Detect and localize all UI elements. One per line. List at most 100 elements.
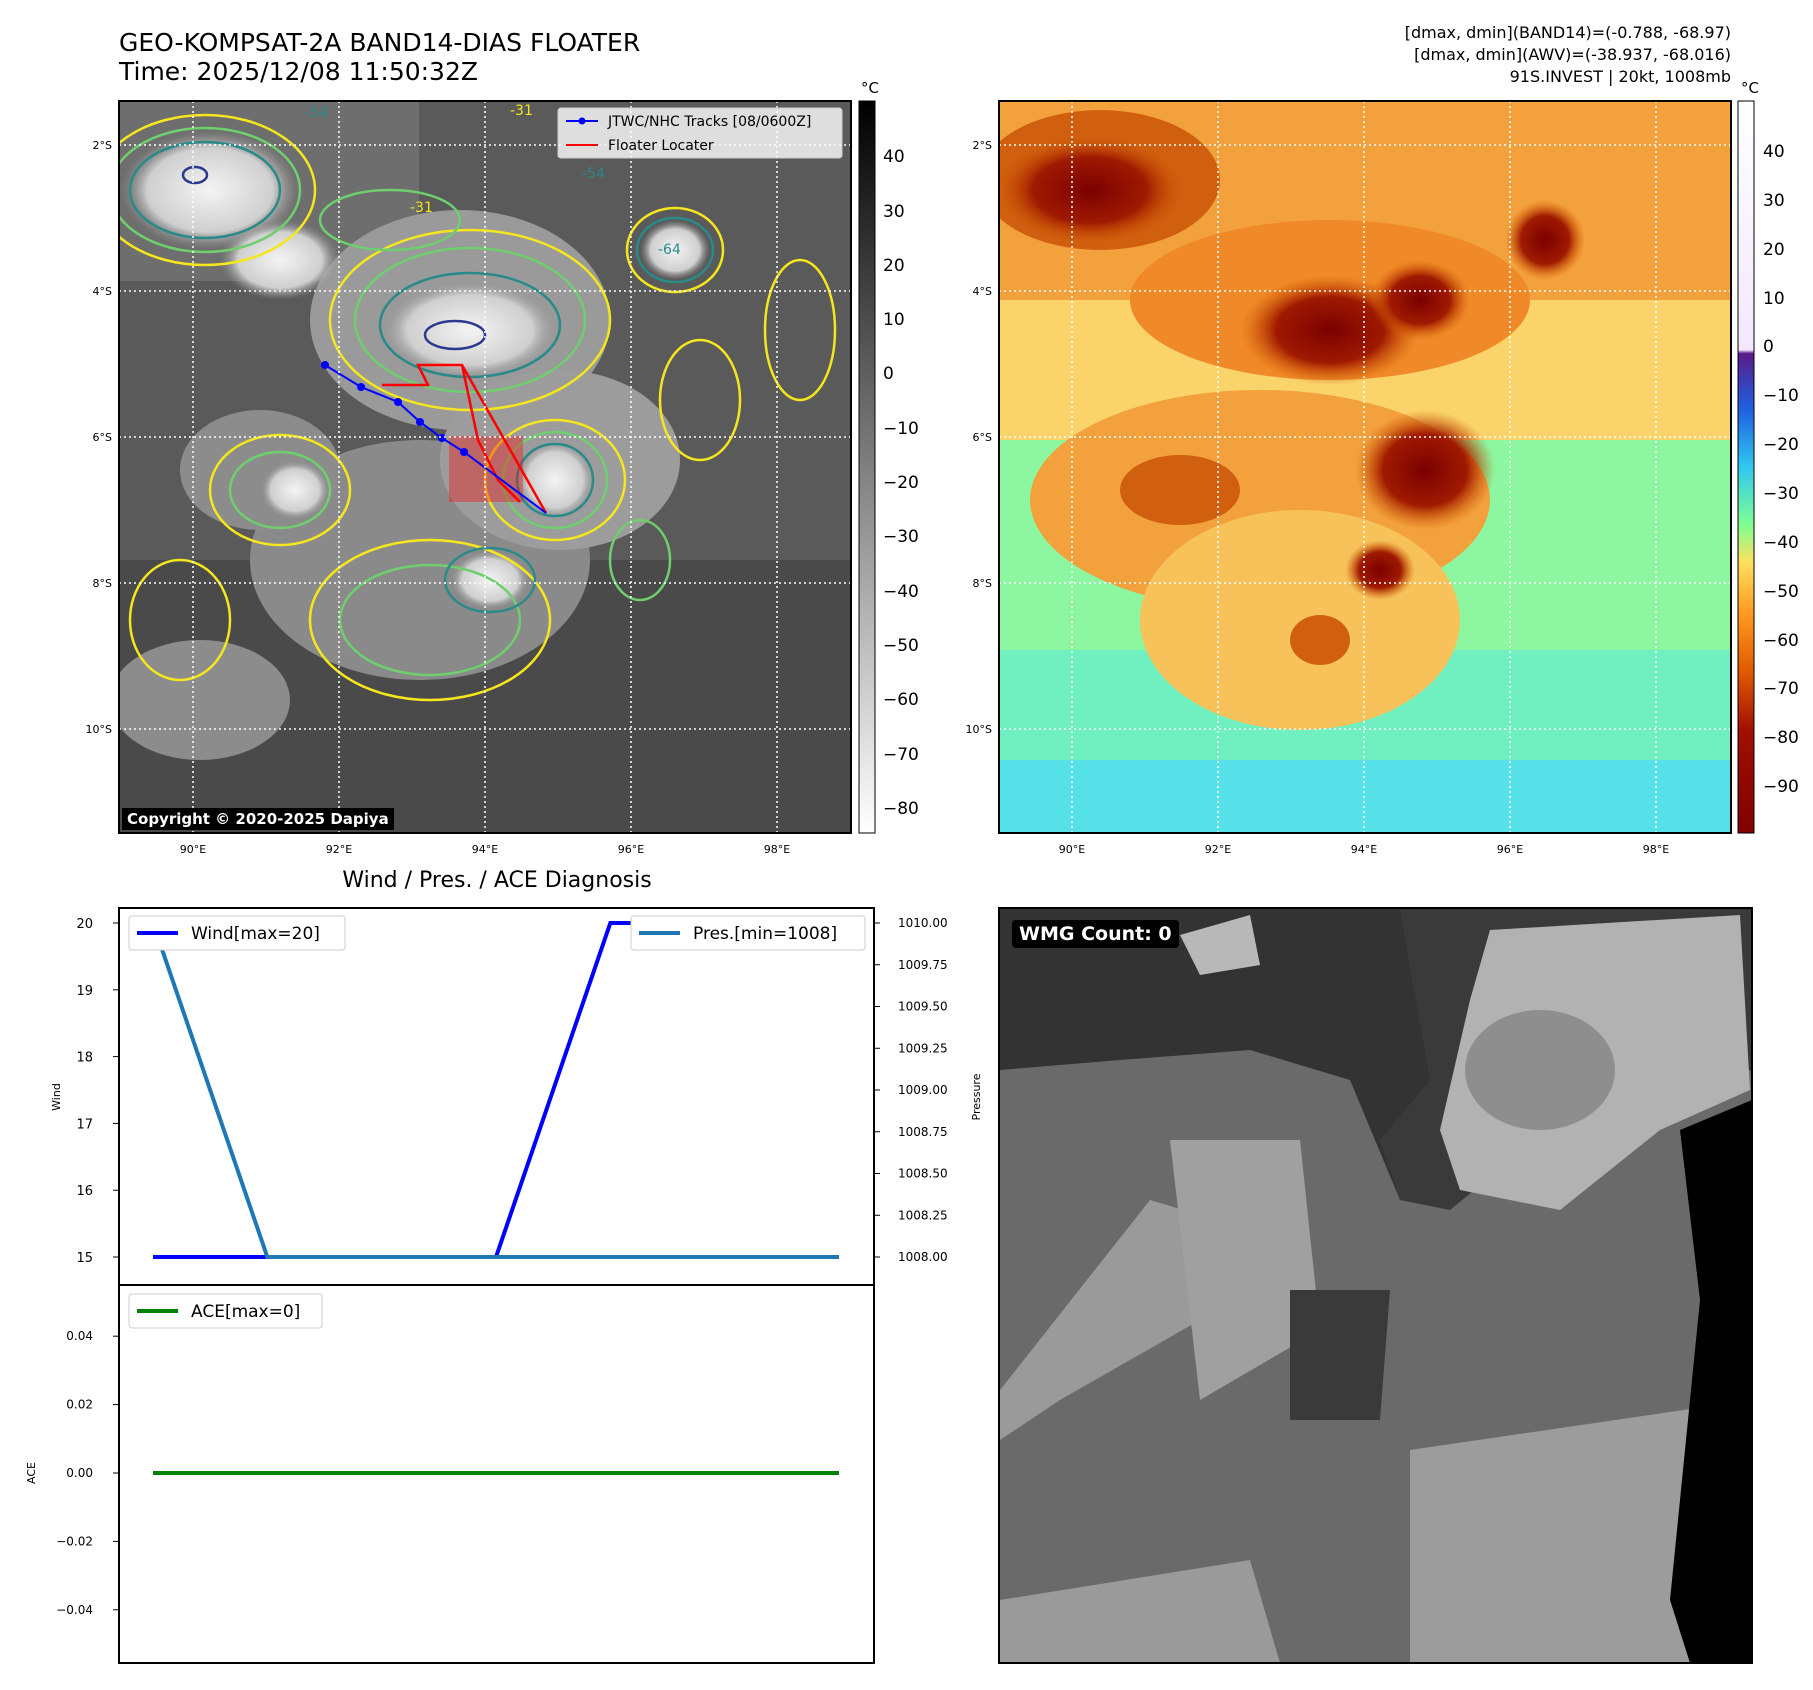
floater-locator-line — [460, 364, 521, 503]
info-line-2: [dmax, dmin](AWV)=(-38.937, -68.016) — [1414, 45, 1731, 64]
pressure-tick-label: 1009.75 — [898, 958, 948, 972]
lon-label: 92°E — [326, 843, 352, 856]
ace-tick-label: −0.02 — [56, 1534, 93, 1548]
wind-pressure-plot — [118, 907, 875, 1286]
ace-tick-label: −0.04 — [56, 1603, 93, 1617]
pressure-tick-label: 1009.25 — [898, 1041, 948, 1055]
lat-label: 4°S — [973, 285, 992, 298]
ace-tick-label: 0.02 — [66, 1398, 93, 1412]
cbar-tick: −60 — [883, 690, 919, 710]
lat-label: 2°S — [93, 139, 112, 152]
track-point — [321, 361, 329, 369]
legend-track-label: JTWC/NHC Tracks [08/0600Z] — [607, 114, 811, 130]
info-line-1: [dmax, dmin](BAND14)=(-0.788, -68.97) — [1405, 23, 1731, 42]
wmg-count-badge: WMG Count: 0 — [1012, 920, 1179, 948]
lon-label: 94°E — [1351, 843, 1377, 856]
lon-label: 96°E — [618, 843, 644, 856]
legend-floater-label: Floater Locater — [608, 138, 714, 154]
pressure-tick-label: 1009.50 — [898, 1000, 948, 1014]
cbar-tick: −70 — [883, 745, 919, 765]
wind-tick-label: 16 — [76, 1184, 93, 1199]
lon-label: 90°E — [1059, 843, 1085, 856]
lat-label: 6°S — [93, 431, 112, 444]
cbar-tick: 40 — [883, 147, 905, 167]
pressure-tick-label: 1008.75 — [898, 1125, 948, 1139]
cbar-tick: −40 — [1763, 533, 1799, 553]
lon-label: 98°E — [1643, 843, 1669, 856]
right-map-lon-labels: 90°E 92°E 94°E 96°E 98°E — [1059, 843, 1669, 856]
cbar-tick: 0 — [883, 364, 894, 384]
right-map-lat-labels: 2°S 4°S 6°S 8°S 10°S — [966, 139, 992, 736]
left-colorbar-ticks: 40 30 20 10 0 −10 −20 −30 −40 −50 −60 −7… — [883, 147, 919, 819]
lon-label: 90°E — [180, 843, 206, 856]
pressure-y-ticks: 1010.00 1009.75 1009.50 1009.25 1009.00 1008.… — [874, 916, 948, 1264]
ace-y-ticks: 0.04 0.02 0.00 −0.02 −0.04 — [56, 1329, 119, 1617]
cbar-tick: −20 — [1763, 435, 1799, 455]
left-map-lat-labels: 2°S 4°S 6°S 8°S 10°S — [86, 139, 112, 736]
lon-label: 92°E — [1205, 843, 1231, 856]
wind-axis-label: Wind — [50, 1083, 63, 1111]
pressure-line — [151, 922, 839, 1259]
wind-tick-label: 17 — [76, 1117, 93, 1132]
cbar-tick: 30 — [883, 202, 905, 222]
contour-label: -31 — [510, 103, 533, 119]
cbar-tick: −10 — [1763, 386, 1799, 406]
cbar-tick: −40 — [883, 582, 919, 602]
wind-legend — [128, 915, 346, 951]
ace-tick-label: 0.04 — [66, 1329, 93, 1343]
lon-label: 94°E — [472, 843, 498, 856]
diagnosis-title: Wind / Pres. / ACE Diagnosis — [342, 868, 651, 893]
cbar-tick: 10 — [1763, 289, 1785, 309]
ace-axis-label: ACE — [25, 1462, 38, 1484]
cbar-tick: 0 — [1763, 337, 1774, 357]
lat-label: 6°S — [973, 431, 992, 444]
wind-tick-label: 15 — [76, 1251, 93, 1266]
track-point — [394, 398, 402, 406]
cbar-tick: 30 — [1763, 191, 1785, 211]
pressure-tick-label: 1009.00 — [898, 1083, 948, 1097]
copyright-badge: Copyright © 2020-2025 Dapiya — [122, 808, 394, 830]
pressure-tick-label: 1008.50 — [898, 1167, 948, 1181]
ace-tick-label: 0.00 — [66, 1466, 93, 1480]
pressure-axis-label: Pressure — [970, 1073, 983, 1120]
lat-label: 10°S — [86, 723, 112, 736]
left-map-lon-labels: 90°E 92°E 94°E 96°E 98°E — [180, 843, 790, 856]
contour-label: -31 — [410, 200, 433, 216]
lat-label: 2°S — [973, 139, 992, 152]
right-colorbar-unit: °C — [1741, 79, 1759, 97]
floater-locator-line — [382, 363, 548, 514]
cbar-tick: −30 — [883, 527, 919, 547]
map-legend — [557, 107, 843, 159]
lon-label: 98°E — [764, 843, 790, 856]
contour-label: -64 — [658, 242, 681, 258]
cbar-tick: 10 — [883, 310, 905, 330]
cbar-tick: −10 — [883, 419, 919, 439]
contour-label: -54 — [582, 166, 605, 182]
wind-y-ticks: 20 19 18 17 16 15 — [76, 917, 119, 1266]
left-colorbar — [858, 100, 876, 834]
cbar-tick: −30 — [1763, 484, 1799, 504]
right-colorbar-ticks: 40 30 20 10 0 −10 −20 −30 −40 −50 −60 −7… — [1763, 142, 1799, 797]
track-point — [357, 383, 365, 391]
track-point — [460, 448, 468, 456]
wind-legend-label: Wind[max=20] — [191, 924, 320, 944]
contour-label: -54 — [305, 105, 328, 121]
wind-tick-label: 19 — [76, 984, 93, 999]
lon-label: 96°E — [1497, 843, 1523, 856]
ace-legend-label: ACE[max=0] — [191, 1302, 300, 1322]
wind-tick-label: 20 — [76, 917, 93, 932]
wmg-image-panel — [999, 908, 1752, 1663]
cbar-tick: −70 — [1763, 679, 1799, 699]
cbar-tick: 20 — [1763, 240, 1785, 260]
ace-legend — [128, 1293, 323, 1329]
figure-time: Time: 2025/12/08 11:50:32Z — [118, 57, 478, 86]
left-colorbar-unit: °C — [861, 79, 879, 97]
lat-label: 4°S — [93, 285, 112, 298]
wind-tick-label: 18 — [76, 1051, 93, 1066]
pressure-legend — [630, 915, 866, 951]
cbar-tick: −20 — [883, 473, 919, 493]
track-point — [416, 418, 424, 426]
pressure-legend-label: Pres.[min=1008] — [693, 924, 837, 944]
lat-label: 8°S — [93, 577, 112, 590]
